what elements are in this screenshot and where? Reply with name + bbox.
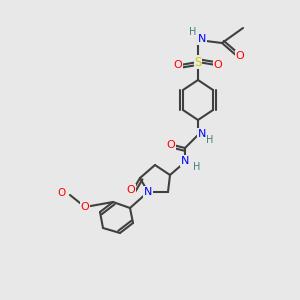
Text: N: N	[198, 34, 206, 44]
Text: O: O	[81, 202, 89, 212]
Text: H: H	[189, 27, 196, 37]
Text: N: N	[198, 129, 206, 139]
Text: O: O	[127, 185, 135, 195]
Text: H: H	[193, 162, 201, 172]
Text: O: O	[236, 51, 244, 61]
Text: S: S	[194, 56, 202, 68]
Text: H: H	[206, 135, 214, 145]
Text: O: O	[167, 140, 176, 150]
Text: O: O	[214, 60, 222, 70]
Text: N: N	[181, 156, 189, 166]
Text: O: O	[58, 188, 66, 198]
Text: N: N	[144, 187, 152, 197]
Text: O: O	[174, 60, 182, 70]
